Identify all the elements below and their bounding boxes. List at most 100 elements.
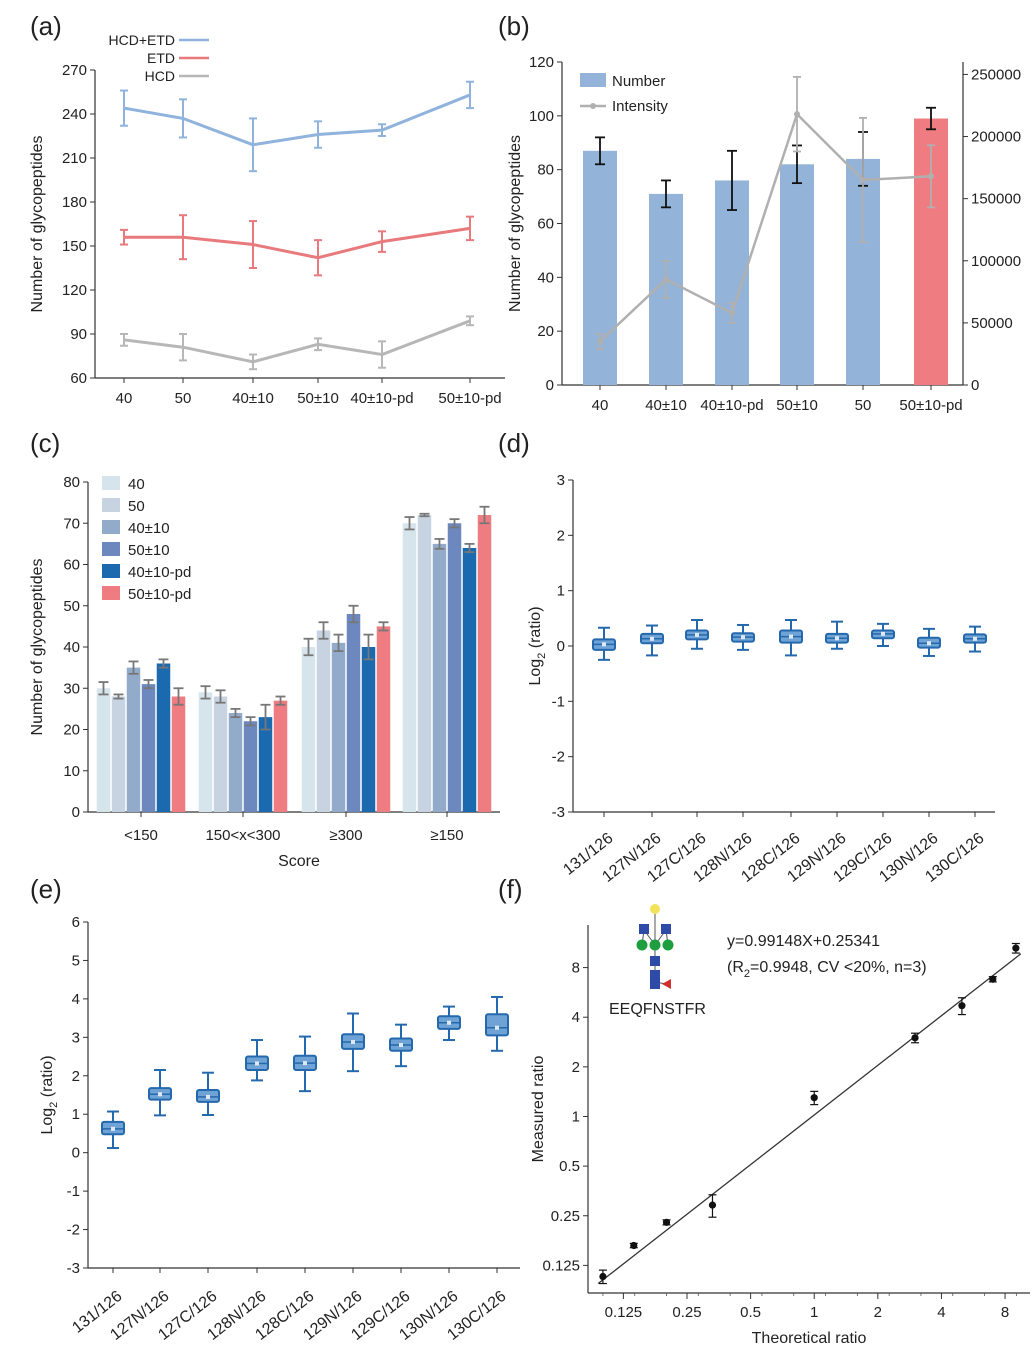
y-tick-label: 30 — [63, 680, 80, 697]
bar — [463, 548, 477, 812]
mean-marker — [881, 632, 885, 636]
x-tick-label: 50±10 — [776, 397, 818, 414]
legend-label: HCD — [145, 68, 175, 84]
bar — [478, 515, 492, 812]
y-tick-label: -2 — [67, 1222, 80, 1239]
y-axis-label: Log2 (ratio) — [39, 1055, 60, 1134]
y-tick-label: 2 — [572, 1059, 580, 1076]
box-plot — [686, 620, 708, 649]
y-tick-label: 60 — [537, 216, 554, 233]
box-plot — [964, 627, 986, 652]
y-tick-label: 0 — [72, 1145, 80, 1162]
x-tick-label: ≥300 — [329, 827, 362, 844]
y-axis-label: Number of glycopeptides — [29, 559, 46, 736]
panel-b: (b)0204060801001200500001000001500002000… — [498, 11, 1021, 414]
x-tick-label: 50 — [855, 397, 872, 414]
bar — [274, 701, 288, 812]
bar — [229, 713, 243, 812]
y-axis-label-suffix: (ratio) — [527, 606, 544, 652]
bar — [403, 523, 417, 812]
legend-label: 50±10-pd — [128, 586, 191, 603]
data-point — [709, 1202, 716, 1209]
box-plot — [732, 625, 754, 650]
box — [486, 1014, 508, 1035]
bar — [317, 631, 331, 813]
bar — [199, 692, 213, 812]
y-tick-label: 4 — [72, 991, 80, 1008]
y-tick-label: 20 — [63, 722, 80, 739]
y2-tick-label: 0 — [971, 377, 979, 394]
bar — [433, 544, 447, 812]
box-plot — [780, 620, 802, 655]
mean-marker — [602, 642, 606, 646]
y-axis-label: Measured ratio — [530, 1056, 547, 1163]
mean-marker — [650, 637, 654, 641]
intensity-point — [860, 177, 866, 183]
intensity-point — [663, 276, 669, 282]
series-line-etd — [124, 228, 470, 257]
y-axis-label-suffix: (ratio) — [39, 1055, 56, 1101]
legend-label: HCD+ETD — [108, 32, 175, 48]
y-tick-label: -1 — [552, 693, 565, 710]
panel-label: (d) — [498, 428, 530, 458]
bar — [448, 523, 462, 812]
bar — [418, 515, 432, 812]
glcnac-icon — [661, 924, 671, 934]
bar — [172, 697, 186, 813]
data-point — [599, 1273, 606, 1280]
mannose-icon — [650, 940, 661, 951]
data-point — [630, 1242, 637, 1249]
y-tick-label: 120 — [62, 282, 87, 299]
y-tick-label: 40 — [63, 639, 80, 656]
panel-label: (a) — [30, 11, 62, 41]
x-axis-label: Score — [278, 853, 320, 870]
y2-tick-label: 150000 — [971, 191, 1021, 208]
x-tick-label: 50±10-pd — [899, 397, 962, 414]
mean-marker — [973, 637, 977, 641]
data-point — [958, 1002, 965, 1009]
legend-label: ETD — [147, 50, 175, 66]
legend-label: 40±10-pd — [128, 564, 191, 581]
bar — [583, 151, 617, 385]
y-tick-label: 5 — [72, 952, 80, 969]
fit-stats-suffix: =0.9948, CV <20%, n=3) — [750, 959, 927, 976]
box-plot — [486, 997, 508, 1051]
fit-stats-prefix: (R — [727, 959, 744, 976]
box-plot — [593, 628, 615, 660]
mean-marker — [695, 633, 699, 637]
data-point — [989, 976, 996, 983]
bar — [347, 614, 361, 812]
intensity-point — [928, 173, 934, 179]
y-tick-label: 80 — [537, 162, 554, 179]
intensity-point — [597, 339, 603, 345]
mean-marker — [741, 635, 745, 639]
legend-swatch — [102, 498, 120, 512]
y2-tick-label: 100000 — [971, 253, 1021, 270]
x-tick-label: 8 — [1001, 1304, 1009, 1321]
bar — [259, 717, 273, 812]
bar — [362, 647, 376, 812]
y-tick-label: 270 — [62, 62, 87, 79]
glcnac-icon — [650, 970, 660, 980]
box-plot — [197, 1073, 219, 1115]
y-tick-label: 210 — [62, 150, 87, 167]
y-tick-label: 0.125 — [542, 1257, 580, 1274]
y-tick-label: 90 — [70, 326, 87, 343]
panel-label: (f) — [498, 874, 523, 904]
mean-marker — [351, 1040, 355, 1044]
box-plot — [438, 1007, 460, 1040]
y-tick-label: 60 — [63, 557, 80, 574]
y-tick-label: 0.25 — [551, 1208, 580, 1225]
data-point — [911, 1034, 918, 1041]
y-tick-label: 40 — [537, 269, 554, 286]
glcnac-icon — [650, 956, 660, 966]
y-axis-label: Log2 (ratio) — [527, 606, 548, 685]
y-tick-label: 0 — [557, 638, 565, 655]
legend-label: 40±10 — [128, 520, 170, 537]
x-tick-label: 0.125 — [605, 1304, 643, 1321]
mean-marker — [927, 641, 931, 645]
y-tick-label: 1 — [572, 1108, 580, 1125]
